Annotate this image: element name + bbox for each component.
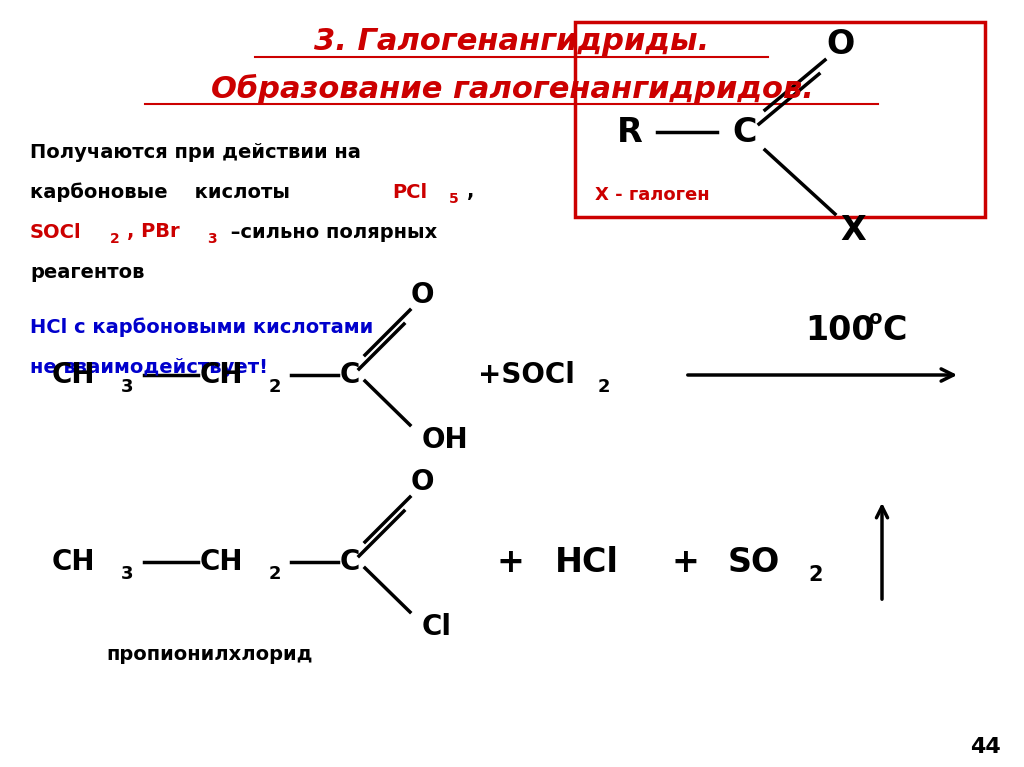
Text: 2: 2 <box>808 565 822 585</box>
Text: 5: 5 <box>449 192 459 206</box>
Text: 2: 2 <box>110 232 120 246</box>
Text: реагентов: реагентов <box>30 262 144 281</box>
Text: 2: 2 <box>598 378 610 396</box>
Text: OH: OH <box>422 426 469 454</box>
Text: пропионилхлорид: пропионилхлорид <box>106 644 313 663</box>
Text: CH: CH <box>52 361 95 389</box>
Text: Получаются при действии на: Получаются при действии на <box>30 143 360 162</box>
Text: –сильно полярных: –сильно полярных <box>224 222 437 242</box>
Text: 2: 2 <box>269 378 282 396</box>
Text: R: R <box>617 116 643 149</box>
Text: 44: 44 <box>970 737 1000 757</box>
Text: HCl: HCl <box>555 545 618 578</box>
Text: ,: , <box>467 183 474 202</box>
Text: , PBr: , PBr <box>127 222 179 242</box>
Text: 3: 3 <box>207 232 217 246</box>
Text: не взаимодействует!: не взаимодействует! <box>30 357 268 377</box>
Text: C: C <box>733 116 758 149</box>
Text: Cl: Cl <box>422 613 452 641</box>
Text: C: C <box>882 314 906 347</box>
Text: карбоновые    кислоты: карбоновые кислоты <box>30 183 303 202</box>
Text: HCl с карбоновыми кислотами: HCl с карбоновыми кислотами <box>30 318 374 337</box>
Text: +SOCl: +SOCl <box>478 361 574 389</box>
Text: 3. Галогенангидриды.: 3. Галогенангидриды. <box>314 28 710 57</box>
Text: Образование галогенангидридов.: Образование галогенангидридов. <box>211 74 813 104</box>
Text: CH: CH <box>52 548 95 576</box>
Text: C: C <box>340 548 360 576</box>
Text: SO: SO <box>728 545 780 578</box>
Text: X: X <box>840 213 866 246</box>
Text: O: O <box>826 28 854 61</box>
Text: +: + <box>671 545 699 578</box>
Text: O: O <box>411 468 434 496</box>
Text: 2: 2 <box>269 565 282 583</box>
Text: X - галоген: X - галоген <box>595 186 710 204</box>
Text: o: o <box>868 308 882 328</box>
Bar <box>575 22 985 217</box>
Text: SOCl: SOCl <box>30 222 82 242</box>
Text: CH: CH <box>200 361 244 389</box>
Text: 3: 3 <box>121 565 133 583</box>
Text: C: C <box>340 361 360 389</box>
Text: O: O <box>411 281 434 309</box>
Text: 3: 3 <box>121 378 133 396</box>
Text: PCl: PCl <box>392 183 427 202</box>
Text: +: + <box>496 545 524 578</box>
Text: CH: CH <box>200 548 244 576</box>
Text: 100: 100 <box>805 314 874 347</box>
